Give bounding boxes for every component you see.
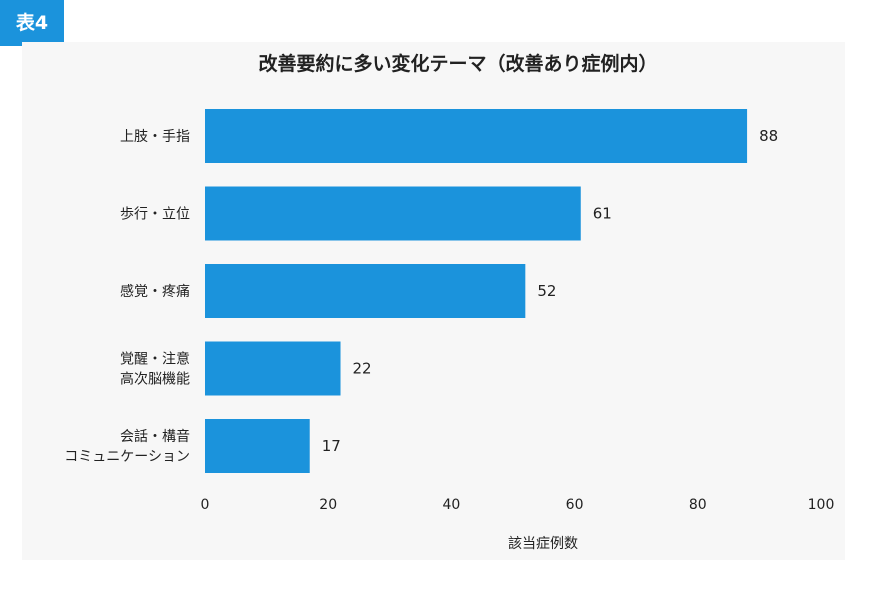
category-label-0: 上肢・手指: [120, 129, 190, 145]
category-label-4-0: 会話・構音: [120, 428, 190, 445]
x-tick-label-0: 0: [201, 497, 210, 513]
value-label-1: 61: [593, 205, 612, 223]
x-tick-label-2: 40: [442, 497, 460, 513]
category-label-1: 歩行・立位: [120, 207, 190, 223]
chart-title: 改善要約に多い変化テーマ（改善あり症例内）: [258, 52, 657, 75]
x-tick-label-1: 20: [319, 497, 337, 513]
x-tick-label-4: 80: [689, 497, 707, 513]
value-label-2: 52: [537, 282, 556, 300]
table-number-badge: 表4: [0, 0, 64, 46]
category-label-4-1: コミュニケーション: [64, 449, 190, 465]
bar-2: [205, 264, 526, 318]
value-label-3: 22: [353, 360, 372, 378]
bar-3: [205, 341, 341, 396]
x-axis-label: 該当症例数: [508, 536, 578, 552]
x-tick-label-3: 60: [566, 497, 584, 513]
bar-1: [205, 186, 581, 241]
category-label-2: 感覚・疼痛: [120, 283, 190, 300]
bar-0: [205, 109, 748, 163]
value-label-0: 88: [759, 127, 778, 145]
value-label-4: 17: [322, 437, 341, 455]
category-label-3-0: 覚醒・注意: [120, 351, 190, 368]
bar-4: [205, 419, 310, 473]
category-label-3-1: 高次脳機能: [120, 371, 190, 388]
x-tick-label-5: 100: [808, 497, 835, 513]
